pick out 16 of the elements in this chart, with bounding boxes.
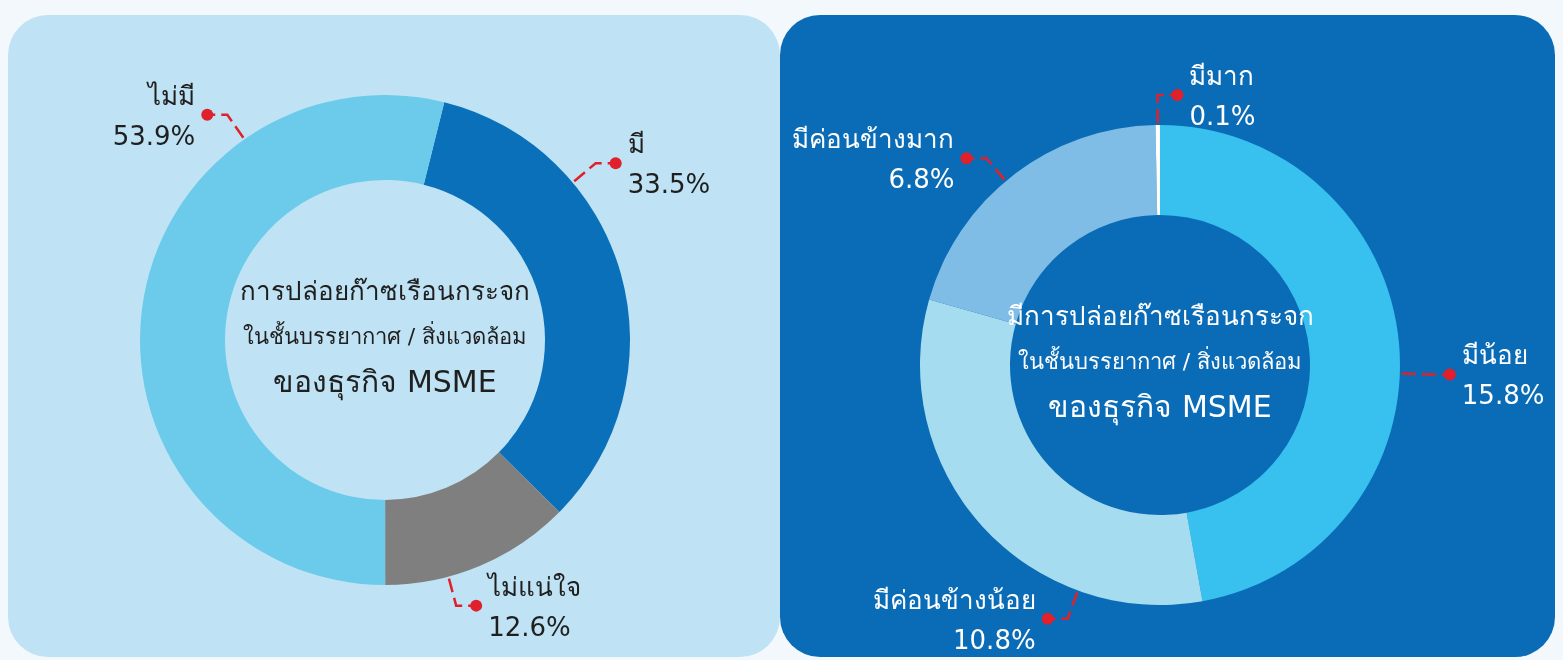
data-label: 53.9% — [112, 120, 196, 151]
slice-label: มีค่อนข้างมาก — [792, 124, 955, 155]
text: มีการปล่อยก๊าซเรือนกระจก ในชั้นบรรยากาศ / สิ่งแวดล้อม ของธุรกิจ MSME — [1006, 301, 1314, 426]
data-label: 10.8% — [953, 624, 1036, 655]
slice-label: มีน้อย — [1461, 340, 1528, 371]
slice-label: มี — [627, 129, 645, 160]
data-label: 12.6% — [488, 611, 571, 642]
slice-label: ไม่มี — [146, 80, 196, 111]
data-label: 0.1% — [1189, 101, 1256, 132]
data-label: 6.8% — [888, 164, 955, 195]
text: การปล่อยก๊าซเรือนกระจก ในชั้นบรรยากาศ / สิ่งแวดล้อม ของธุรกิจ MSME — [240, 276, 530, 401]
slice-label: มีมาก — [1189, 61, 1255, 92]
data-label: 33.5% — [627, 169, 711, 200]
slice-label: ไม่แน่ใจ — [486, 571, 582, 602]
data-label: 15.8% — [1461, 380, 1545, 411]
slice-label: มีค่อนข้างน้อย — [872, 584, 1036, 615]
